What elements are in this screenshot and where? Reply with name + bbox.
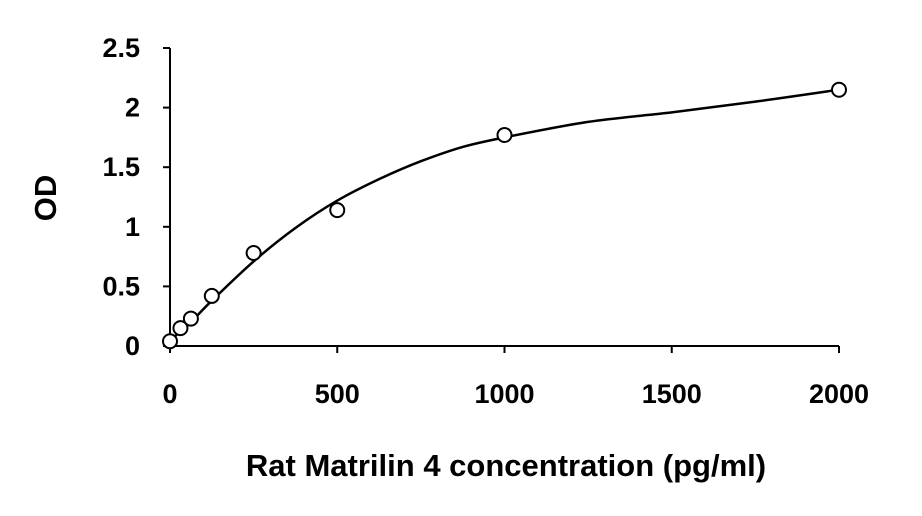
- data-points: [162, 81, 847, 350]
- y-tick-label: 1.5: [102, 152, 140, 182]
- data-point: [245, 245, 262, 262]
- data-point: [203, 287, 220, 304]
- y-tick-label: 2: [125, 93, 140, 123]
- x-tick-label: 500: [315, 379, 360, 409]
- x-tick-label: 1000: [474, 379, 534, 409]
- data-point: [162, 333, 178, 350]
- x-axis-title: Rat Matrilin 4 concentration (pg/ml): [246, 448, 766, 483]
- data-point: [172, 320, 189, 337]
- data-point: [182, 310, 199, 327]
- y-tick-label: 0: [125, 331, 140, 361]
- fit-curve-line: [169, 88, 840, 341]
- x-axis-ticks: 0 500 1000 1500 2000: [162, 346, 869, 409]
- data-point: [496, 127, 513, 144]
- x-tick-label: 2000: [809, 379, 869, 409]
- data-point: [329, 202, 346, 219]
- data-point: [831, 81, 847, 98]
- x-tick-label: 0: [162, 379, 177, 409]
- y-tick-label: 1: [125, 212, 140, 242]
- y-tick-label: 2.5: [102, 33, 140, 63]
- y-tick-label: 0.5: [102, 271, 140, 301]
- x-tick-label: 1500: [642, 379, 702, 409]
- plot-area: 0 0.5 1 1.5 2 2.5 0 500 1000 1500 2000: [102, 33, 869, 409]
- y-axis-ticks: 0 0.5 1 1.5 2 2.5: [102, 33, 170, 361]
- y-axis-title: OD: [28, 175, 63, 222]
